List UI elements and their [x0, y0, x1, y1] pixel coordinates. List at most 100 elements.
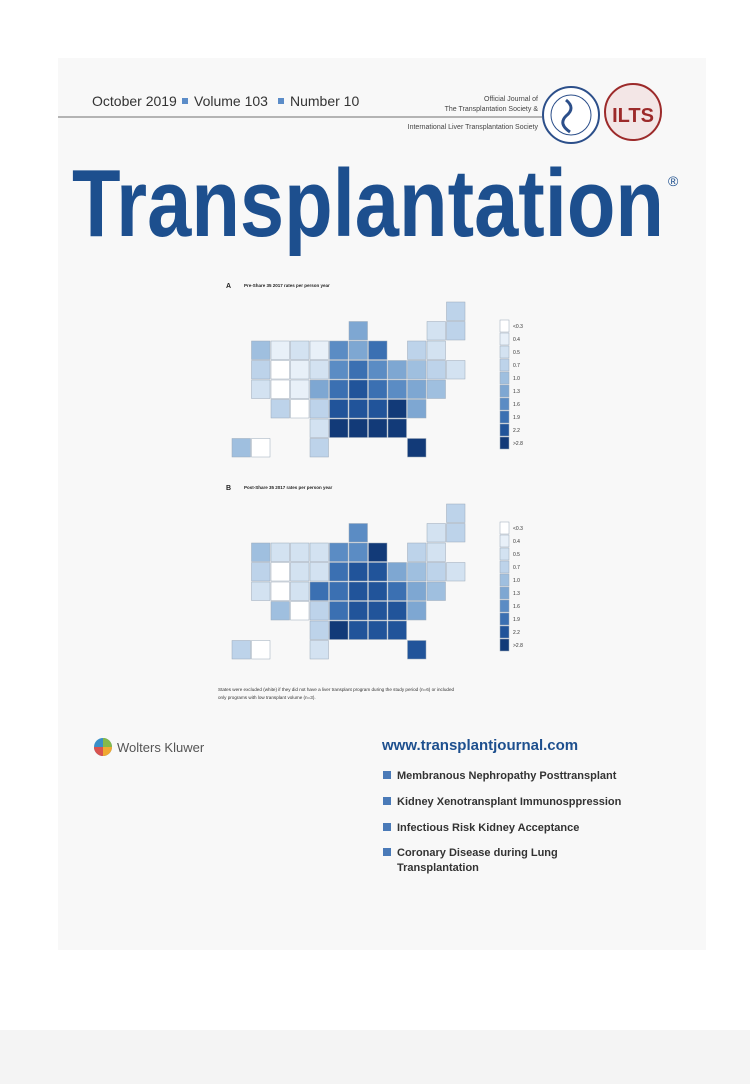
legend-label: 2.2 [513, 630, 520, 636]
legend-label: 0.5 [513, 552, 520, 558]
figure-caption: only programs with low transplant volume… [218, 695, 316, 700]
state-tile [290, 601, 310, 621]
state-tile [329, 360, 349, 380]
state-tile [348, 340, 368, 360]
state-tile [329, 418, 349, 438]
state-tile [290, 360, 310, 380]
state-tile [309, 640, 329, 660]
state-tile [329, 340, 349, 360]
legend-swatch [499, 599, 510, 613]
legend-swatch [499, 638, 510, 652]
legend-label: 1.0 [513, 578, 520, 584]
state-tile [329, 379, 349, 399]
highlight: Membranous Nephropathy Posttransplant [397, 770, 617, 782]
state-tile [446, 360, 466, 380]
state-tile [251, 640, 271, 660]
state-tile [348, 379, 368, 399]
icon-part [94, 747, 103, 756]
issue-number: Number 10 [290, 93, 359, 109]
highlight-bullet [383, 823, 391, 831]
state-tile [368, 620, 388, 640]
cover [58, 58, 706, 950]
state-tile [387, 360, 407, 380]
website: www.transplantjournal.com [381, 737, 578, 754]
state-tile [368, 399, 388, 419]
state-tile [348, 601, 368, 621]
state-tile [368, 360, 388, 380]
state-tile [446, 562, 466, 582]
state-tile [251, 542, 271, 562]
journal-title: Transplantation [72, 150, 664, 257]
state-tile [309, 581, 329, 601]
state-tile [290, 562, 310, 582]
state-tile [290, 379, 310, 399]
issue-date: October 2019 [92, 93, 177, 109]
legend-swatch [499, 547, 510, 561]
state-tile [251, 562, 271, 582]
legend-label: 1.6 [513, 402, 520, 408]
publisher: Wolters Kluwer [117, 740, 205, 755]
state-tile [348, 581, 368, 601]
state-tile [348, 562, 368, 582]
highlight: Infectious Risk Kidney Acceptance [397, 822, 579, 834]
state-tile [368, 379, 388, 399]
state-tile [309, 542, 329, 562]
state-tile [348, 620, 368, 640]
state-tile [270, 379, 290, 399]
state-tile [426, 379, 446, 399]
legend-swatch [499, 521, 510, 535]
state-tile [251, 340, 271, 360]
legend-swatch [499, 560, 510, 574]
state-tile [348, 399, 368, 419]
state-tile [426, 581, 446, 601]
state-tile [407, 542, 427, 562]
legend-swatch [499, 319, 510, 333]
state-tile [368, 601, 388, 621]
state-tile [368, 562, 388, 582]
state-tile [407, 601, 427, 621]
state-tile [251, 581, 271, 601]
state-tile [446, 301, 466, 321]
state-tile [329, 601, 349, 621]
legend-swatch [499, 410, 510, 424]
state-tile [387, 418, 407, 438]
state-tile [270, 360, 290, 380]
state-tile [387, 581, 407, 601]
state-tile [270, 601, 290, 621]
state-tile [446, 503, 466, 523]
state-tile [407, 379, 427, 399]
publisher-icon [94, 738, 112, 756]
legend-label: 1.6 [513, 604, 520, 610]
legend-label: <0.3 [513, 526, 523, 532]
legend-label: 1.9 [513, 617, 520, 623]
highlight-bullet [383, 848, 391, 856]
state-tile [407, 340, 427, 360]
state-tile [309, 438, 329, 458]
legend-label: 1.9 [513, 415, 520, 421]
registered-mark: ® [668, 173, 679, 189]
issue-volume: Volume 103 [194, 93, 268, 109]
legend-swatch [499, 586, 510, 600]
state-tile [329, 562, 349, 582]
state-tile [309, 360, 329, 380]
icon-part [103, 738, 112, 747]
legend-swatch [499, 534, 510, 548]
state-tile [329, 620, 349, 640]
ilts-logo-text: ILTS [612, 105, 654, 127]
state-tile [426, 340, 446, 360]
highlight: Coronary Disease during Lung [397, 847, 558, 859]
legend-swatch [499, 384, 510, 398]
state-tile [426, 523, 446, 543]
legend-swatch [499, 423, 510, 437]
state-tile [270, 399, 290, 419]
state-tile [251, 379, 271, 399]
state-tile [387, 601, 407, 621]
state-tile [407, 640, 427, 660]
state-tile [387, 562, 407, 582]
legend-label: >2.8 [513, 643, 523, 649]
state-tile [348, 321, 368, 341]
bottom-band [0, 1030, 750, 1084]
legend-label: 0.7 [513, 565, 520, 571]
state-tile [348, 542, 368, 562]
